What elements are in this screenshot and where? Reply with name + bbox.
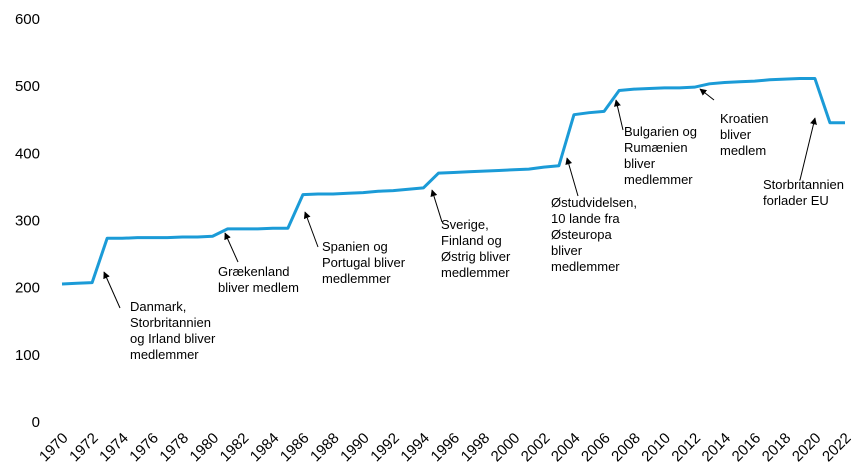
annotation: Bulgarien og Rumænien bliver medlemmer — [624, 124, 697, 187]
annotation-line: forlader EU — [763, 193, 829, 208]
annotation-line: medlemmer — [322, 271, 391, 286]
x-tick-label: 2016 — [729, 430, 765, 466]
y-tick-label: 600 — [15, 11, 40, 28]
x-tick-label: 1986 — [277, 430, 313, 466]
data-line — [61, 76, 845, 286]
annotation-arrow — [430, 189, 443, 223]
y-tick-label: 500 — [15, 78, 40, 95]
annotation-line: Østudvidelsen, — [551, 195, 637, 210]
annotation-arrow — [799, 117, 817, 181]
x-tick-label: 1974 — [96, 430, 132, 466]
annotation-line: Portugal bliver — [322, 255, 406, 270]
x-tick-label: 1980 — [187, 430, 223, 466]
annotation: Grækenland bliver medlem — [218, 264, 299, 295]
x-tick-label: 2008 — [608, 430, 644, 466]
annotation-line: Bulgarien og — [624, 124, 697, 139]
annotation-line: medlemmer — [624, 172, 693, 187]
annotation-line: Finland og — [441, 233, 502, 248]
annotation-line: bliver — [720, 127, 752, 142]
x-tick-label: 1984 — [247, 430, 283, 466]
x-tick-label: 1982 — [217, 430, 253, 466]
annotation-line: bliver medlem — [218, 280, 299, 295]
annotation-line: Spanien og — [322, 239, 388, 254]
annotation-line: Østeuropa — [551, 227, 612, 242]
annotation-line: Sverige, — [441, 217, 489, 232]
x-tick-label: 2020 — [789, 430, 825, 466]
annotation: Danmark, Storbritannien og Irland bliver me… — [130, 299, 216, 362]
y-tick-label: 200 — [15, 280, 40, 297]
annotation-arrow — [103, 271, 121, 309]
annotation: Spanien og Portugal bliver medlemmer — [322, 239, 406, 286]
annotation: Østudvidelsen, 10 lande fra Østeuropa blive… — [551, 195, 637, 274]
annotation-arrow — [699, 88, 715, 101]
annotation-line: Kroatien — [720, 111, 768, 126]
x-tick-label: 2006 — [578, 430, 614, 466]
annotation-line: bliver — [551, 243, 583, 258]
x-tick-label: 2010 — [638, 430, 674, 466]
x-tick-label: 1990 — [337, 430, 373, 466]
annotation-line: Danmark, — [130, 299, 186, 314]
annotation-line: Østrig bliver — [441, 249, 511, 264]
annotation-line: medlemmer — [441, 265, 510, 280]
x-tick-label: 2012 — [668, 430, 704, 466]
annotation-arrow — [303, 211, 319, 248]
annotation-line: Storbritannien — [130, 315, 211, 330]
y-tick-label: 0 — [32, 414, 40, 431]
annotation-line: 10 lande fra — [551, 211, 620, 226]
annotation-line: medlemmer — [130, 347, 199, 362]
annotation: Storbritannien forlader EU — [763, 177, 844, 208]
annotation: Sverige, Finland og Østrig bliver medlemmer — [441, 217, 511, 280]
annotation-arrow — [565, 157, 579, 197]
annotation-line: medlem — [720, 143, 766, 158]
x-tick-label: 2022 — [819, 430, 851, 466]
annotation-line: bliver — [624, 156, 656, 171]
x-tick-label: 2018 — [759, 430, 795, 466]
x-tick-label: 1988 — [307, 430, 343, 466]
y-tick-label: 400 — [15, 145, 40, 162]
annotation-line: Storbritannien — [763, 177, 844, 192]
annotation-line: Rumænien — [624, 140, 688, 155]
x-tick-label: 1970 — [36, 430, 72, 466]
y-tick-label: 300 — [15, 212, 40, 229]
x-tick-label: 1976 — [126, 430, 162, 466]
annotation-line: medlemmer — [551, 259, 620, 274]
annotation-line: og Irland bliver — [130, 331, 216, 346]
x-tick-label: 2004 — [548, 430, 584, 466]
x-tick-label: 2014 — [699, 430, 735, 466]
y-tick-label: 100 — [15, 347, 40, 364]
x-tick-label: 1992 — [367, 430, 403, 466]
x-tick-label: 1994 — [397, 430, 433, 466]
x-tick-label: 1998 — [458, 430, 494, 466]
x-tick-label: 2002 — [518, 430, 554, 466]
annotation: Kroatien bliver medlem — [720, 111, 768, 158]
x-tick-label: 1996 — [428, 430, 464, 466]
annotation-arrow — [614, 99, 624, 131]
annotation-line: Grækenland — [218, 264, 290, 279]
x-tick-label: 2000 — [488, 430, 524, 466]
x-tick-label: 1978 — [156, 430, 192, 466]
x-tick-label: 1972 — [66, 430, 102, 466]
annotation-arrow — [224, 232, 239, 263]
